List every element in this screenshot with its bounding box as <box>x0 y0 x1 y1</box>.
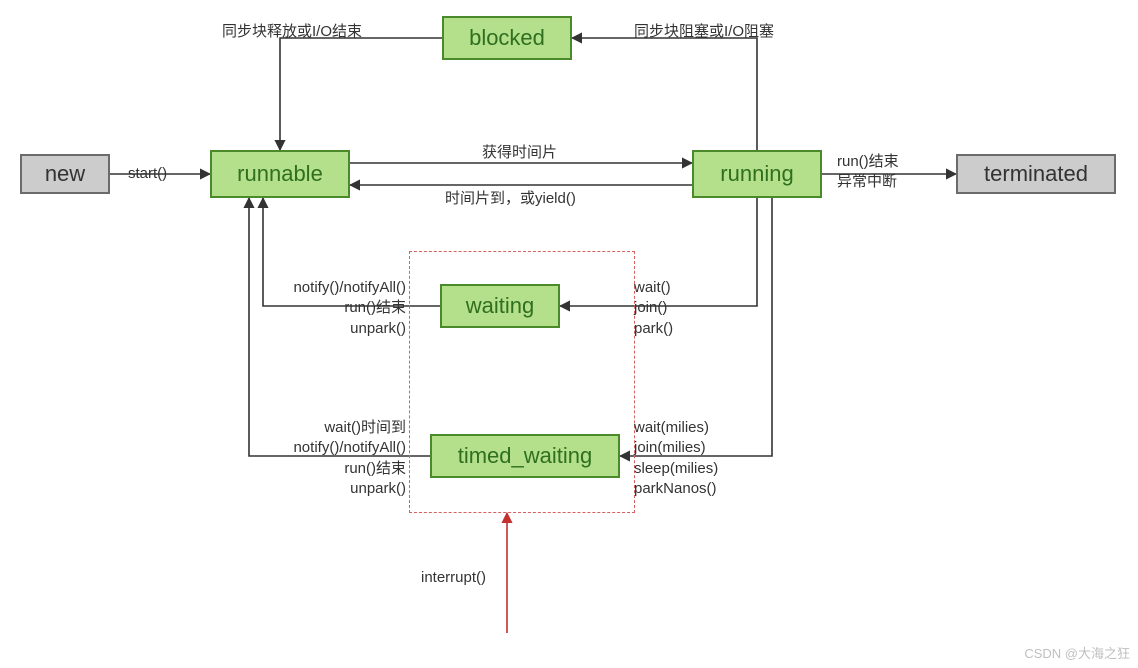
edge-label-running_to_blocked: 同步块阻塞或I/O阻塞 <box>634 22 774 42</box>
edge-label-new_to_runnable: start() <box>128 164 167 184</box>
node-blocked: blocked <box>442 16 572 60</box>
watermark: CSDN @大海之狂 <box>1024 643 1130 662</box>
node-new: new <box>20 154 110 194</box>
edge-running_to_blocked <box>572 38 757 150</box>
node-timed_waiting: timed_waiting <box>430 434 620 478</box>
edge-label-running_to_runnable: 时间片到，或yield() <box>445 189 576 209</box>
edge-label-waiting_to_runnable: notify()/notifyAll() run()结束 unpark() <box>272 278 406 339</box>
edge-label-running_to_terminated: run()结束 异常中断 <box>837 152 899 193</box>
edge-blocked_to_runnable <box>280 38 442 150</box>
node-waiting: waiting <box>440 284 560 328</box>
node-running: running <box>692 150 822 198</box>
node-runnable: runnable <box>210 150 350 198</box>
edge-label-timed_to_runnable: wait()时间到 notify()/notifyAll() run()结束 u… <box>272 418 406 499</box>
edge-label-interrupt: interrupt() <box>421 568 486 588</box>
edge-label-blocked_to_runnable: 同步块释放或I/O结束 <box>222 22 362 42</box>
edge-label-runnable_to_running: 获得时间片 <box>482 143 557 163</box>
node-terminated: terminated <box>956 154 1116 194</box>
edge-label-running_to_waiting: wait() join() park() <box>634 278 673 339</box>
edge-label-running_to_timed: wait(milies) join(milies) sleep(milies) … <box>634 418 718 499</box>
